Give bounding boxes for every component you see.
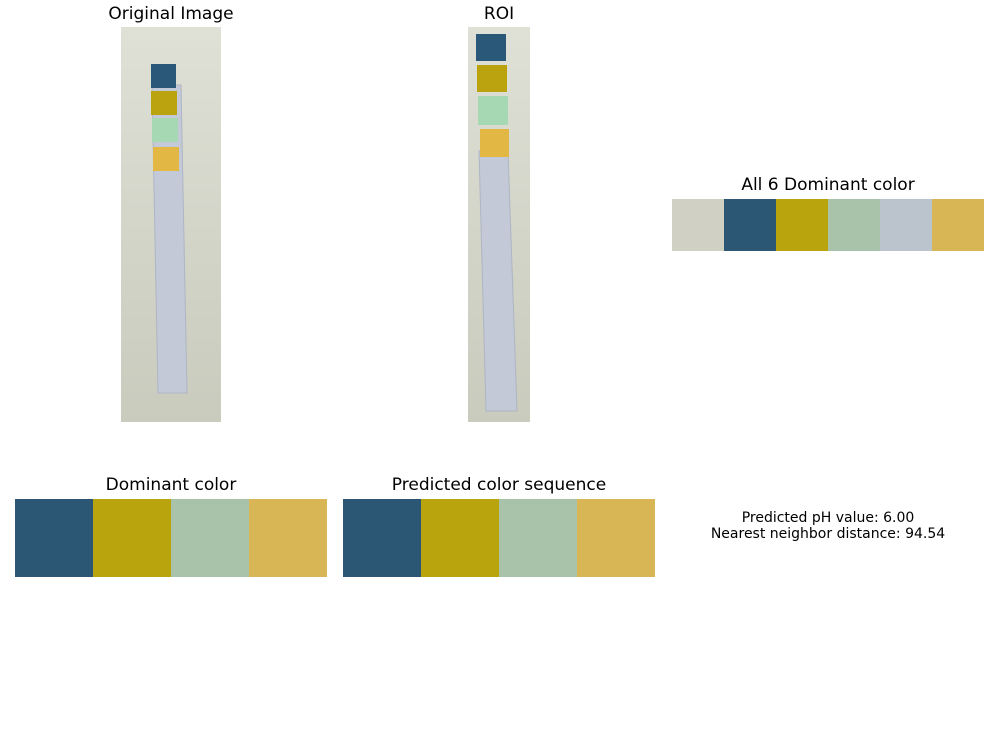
dominant-color-title: Dominant color bbox=[105, 475, 237, 495]
all-colors-swatch-2 bbox=[724, 199, 776, 251]
roi-image bbox=[468, 27, 530, 422]
predicted-sequence-title: Predicted color sequence bbox=[391, 475, 607, 495]
all-colors-swatch-3 bbox=[776, 199, 828, 251]
predicted-ph-text: Predicted pH value: 6.00 bbox=[741, 510, 915, 526]
predicted-sequence-swatch-4 bbox=[577, 499, 655, 577]
roi-title: ROI bbox=[483, 4, 515, 24]
original-pad-3 bbox=[152, 118, 178, 142]
roi-photo-svg bbox=[468, 27, 530, 422]
nearest-distance-text: Nearest neighbor distance: 94.54 bbox=[710, 526, 946, 542]
predicted-sequence-swatch-2 bbox=[421, 499, 499, 577]
dominant-color-swatch-2 bbox=[93, 499, 171, 577]
original-pad-4 bbox=[153, 147, 179, 171]
dominant-color-swatch-3 bbox=[171, 499, 249, 577]
all-colors-swatch-4 bbox=[828, 199, 880, 251]
all-colors-swatch-5 bbox=[880, 199, 932, 251]
dominant-color-swatch-4 bbox=[249, 499, 327, 577]
dominant-color-swatches bbox=[15, 499, 327, 577]
predicted-sequence-swatches bbox=[343, 499, 655, 577]
predicted-sequence-swatch-1 bbox=[343, 499, 421, 577]
roi-pad-4 bbox=[480, 129, 509, 157]
roi-pad-3 bbox=[478, 96, 508, 125]
original-photo-svg bbox=[121, 27, 221, 422]
original-pad-1 bbox=[151, 64, 176, 88]
roi-pad-1 bbox=[476, 34, 506, 61]
all-colors-swatch-6 bbox=[932, 199, 984, 251]
all-colors-title: All 6 Dominant color bbox=[741, 175, 915, 195]
roi-pad-2 bbox=[477, 65, 507, 92]
original-image-title: Original Image bbox=[108, 4, 234, 24]
original-pad-2 bbox=[151, 91, 177, 115]
predicted-sequence-swatch-3 bbox=[499, 499, 577, 577]
dominant-color-swatch-1 bbox=[15, 499, 93, 577]
all-colors-swatch-1 bbox=[672, 199, 724, 251]
original-image bbox=[121, 27, 221, 422]
all-colors-swatches bbox=[672, 199, 984, 251]
